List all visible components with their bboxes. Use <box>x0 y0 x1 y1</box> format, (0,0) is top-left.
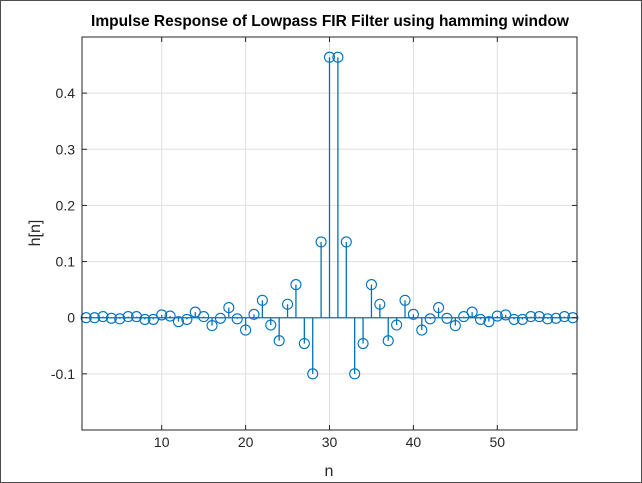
stem-marker <box>198 311 210 323</box>
y-axis-ticks: -0.1 0 0.1 0.2 0.3 0.4 <box>51 85 577 382</box>
stem-marker <box>391 319 403 331</box>
stem-marker <box>516 313 529 325</box>
stem-marker <box>374 298 386 310</box>
y-tick-label: 0.3 <box>56 141 76 157</box>
x-tick-label: 10 <box>154 434 170 450</box>
x-tick-label: 50 <box>490 434 506 450</box>
stem-marker <box>323 51 336 63</box>
stem-marker <box>483 316 495 328</box>
y-tick-label: 0.1 <box>56 254 76 270</box>
stem-marker <box>80 312 92 324</box>
stem-marker <box>139 313 151 325</box>
stem-marker <box>525 311 537 323</box>
stem-marker <box>256 294 268 306</box>
stem-marker <box>340 236 352 248</box>
stem-marker <box>206 320 218 332</box>
stem-marker <box>231 313 243 325</box>
stem-marker <box>89 312 101 324</box>
stem-marker <box>567 312 579 324</box>
stem-marker <box>105 312 117 324</box>
stem-marker <box>433 302 445 314</box>
stem-marker <box>290 279 302 291</box>
x-tick-label: 20 <box>238 434 254 450</box>
stem-marker <box>273 335 285 347</box>
stem-marker <box>282 298 294 310</box>
stem-marker <box>550 312 562 324</box>
stem-marker <box>508 313 520 325</box>
stem-marker <box>147 313 159 325</box>
stem-marker <box>558 311 570 323</box>
stem-marker <box>466 306 478 318</box>
x-axis-ticks: 10 20 30 40 50 <box>154 37 505 450</box>
stem-marker <box>172 316 185 328</box>
stem-marker <box>533 311 545 323</box>
stem-marker <box>357 337 369 350</box>
stem-marker <box>474 313 487 325</box>
y-tick-label: 0.4 <box>56 85 76 101</box>
stem-marker <box>130 311 143 323</box>
stem-marker <box>542 313 554 325</box>
x-axis-label: n <box>325 463 334 480</box>
stem-marker <box>298 337 310 350</box>
stem-marker <box>365 279 377 291</box>
x-tick-label: 30 <box>322 434 338 450</box>
y-tick-label: 0 <box>67 310 75 326</box>
stem-marker <box>399 294 411 306</box>
stem-marker <box>424 313 436 325</box>
y-tick-label: 0.2 <box>56 197 76 213</box>
stem-marker <box>156 309 168 321</box>
stem-marker <box>248 308 260 320</box>
stem-marker <box>332 51 344 63</box>
stem-marker <box>265 319 277 331</box>
stem-marker <box>500 309 512 321</box>
stem-marker <box>214 312 226 324</box>
chart-title: Impulse Response of Lowpass FIR Filter u… <box>91 13 570 30</box>
stem-marker <box>491 310 503 322</box>
stem-marker <box>307 368 319 380</box>
stem-marker <box>315 236 327 248</box>
y-axis-label: h[n] <box>27 220 44 247</box>
stem-marker <box>114 313 126 325</box>
stem-marker <box>407 308 419 320</box>
stem-marker <box>223 302 235 314</box>
stem-marker <box>122 311 134 323</box>
stem-marker <box>449 320 461 332</box>
stem-marker <box>349 368 361 380</box>
stem-marker <box>441 312 453 324</box>
stem-marker <box>181 313 193 325</box>
stem-marker <box>458 311 470 323</box>
stem-series <box>80 51 579 380</box>
stem-marker <box>97 311 109 323</box>
stem-marker <box>382 335 394 347</box>
stem-marker <box>189 306 201 318</box>
y-tick-label: -0.1 <box>51 366 75 382</box>
stem-marker <box>416 324 428 336</box>
stem-marker <box>240 324 252 336</box>
x-tick-label: 40 <box>406 434 422 450</box>
stem-marker <box>164 310 176 322</box>
